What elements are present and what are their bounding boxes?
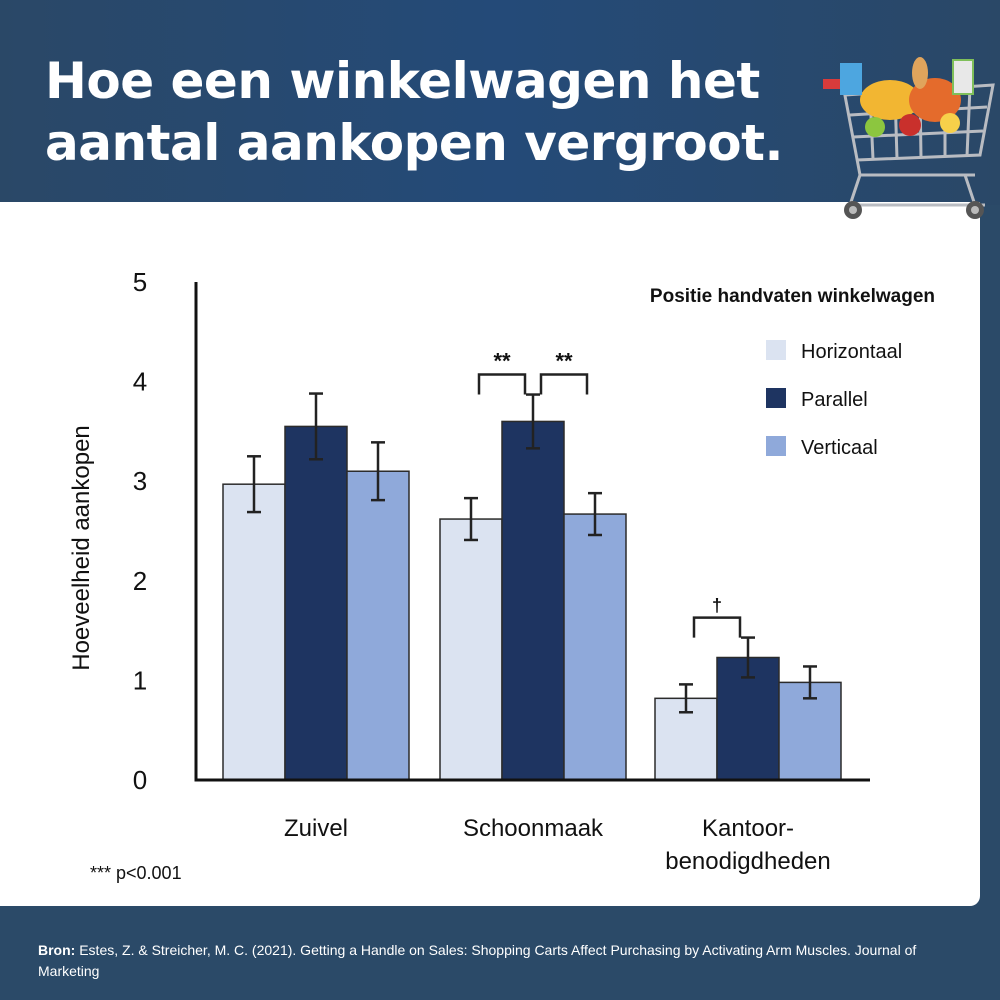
category-label: Zuivel <box>284 815 348 842</box>
category-label: Schoonmaak <box>463 815 604 842</box>
legend-label: Verticaal <box>801 437 878 459</box>
bar <box>284 425 348 781</box>
bar <box>346 470 410 781</box>
bar <box>439 518 503 781</box>
source-citation: Estes, Z. & Streicher, M. C. (2021). Get… <box>38 942 917 979</box>
significance-footnote: *** p<0.001 <box>90 863 182 883</box>
y-tick-label: 5 <box>133 267 147 297</box>
legend-label: Horizontaal <box>801 341 902 363</box>
legend-title: Positie handvaten winkelwagen <box>650 286 935 307</box>
y-axis-label: Hoeveelheid aankopen <box>68 425 95 671</box>
header-banner: Hoe een winkelwagen het aantal aankopen … <box>0 0 1000 205</box>
source-label: Bron: <box>38 942 76 958</box>
y-tick-label: 3 <box>133 466 147 496</box>
legend-swatch <box>766 340 786 360</box>
legend-label: Parallel <box>801 389 868 411</box>
significance-bracket <box>539 373 589 395</box>
y-tick-label: 4 <box>133 367 147 397</box>
legend-swatch <box>766 436 786 456</box>
y-tick-label: 1 <box>133 665 147 695</box>
significance-bracket <box>692 616 742 638</box>
category-label: benodigdheden <box>665 848 831 875</box>
bar <box>563 513 627 781</box>
legend-swatch <box>766 388 786 408</box>
source-footer: Bron: Estes, Z. & Streicher, M. C. (2021… <box>38 940 958 982</box>
significance-bracket <box>477 373 527 395</box>
page-title: Hoe een winkelwagen het aantal aankopen … <box>45 52 784 172</box>
significance-marker: ** <box>555 349 573 374</box>
bar <box>222 483 286 781</box>
y-tick-label: 0 <box>133 765 147 795</box>
shopping-cart-icon <box>823 57 995 219</box>
bar <box>501 420 565 781</box>
y-tick-label: 2 <box>133 566 147 596</box>
significance-marker: ** <box>493 349 511 374</box>
category-label: Kantoor- <box>702 815 794 842</box>
significance-marker: † <box>712 596 722 616</box>
